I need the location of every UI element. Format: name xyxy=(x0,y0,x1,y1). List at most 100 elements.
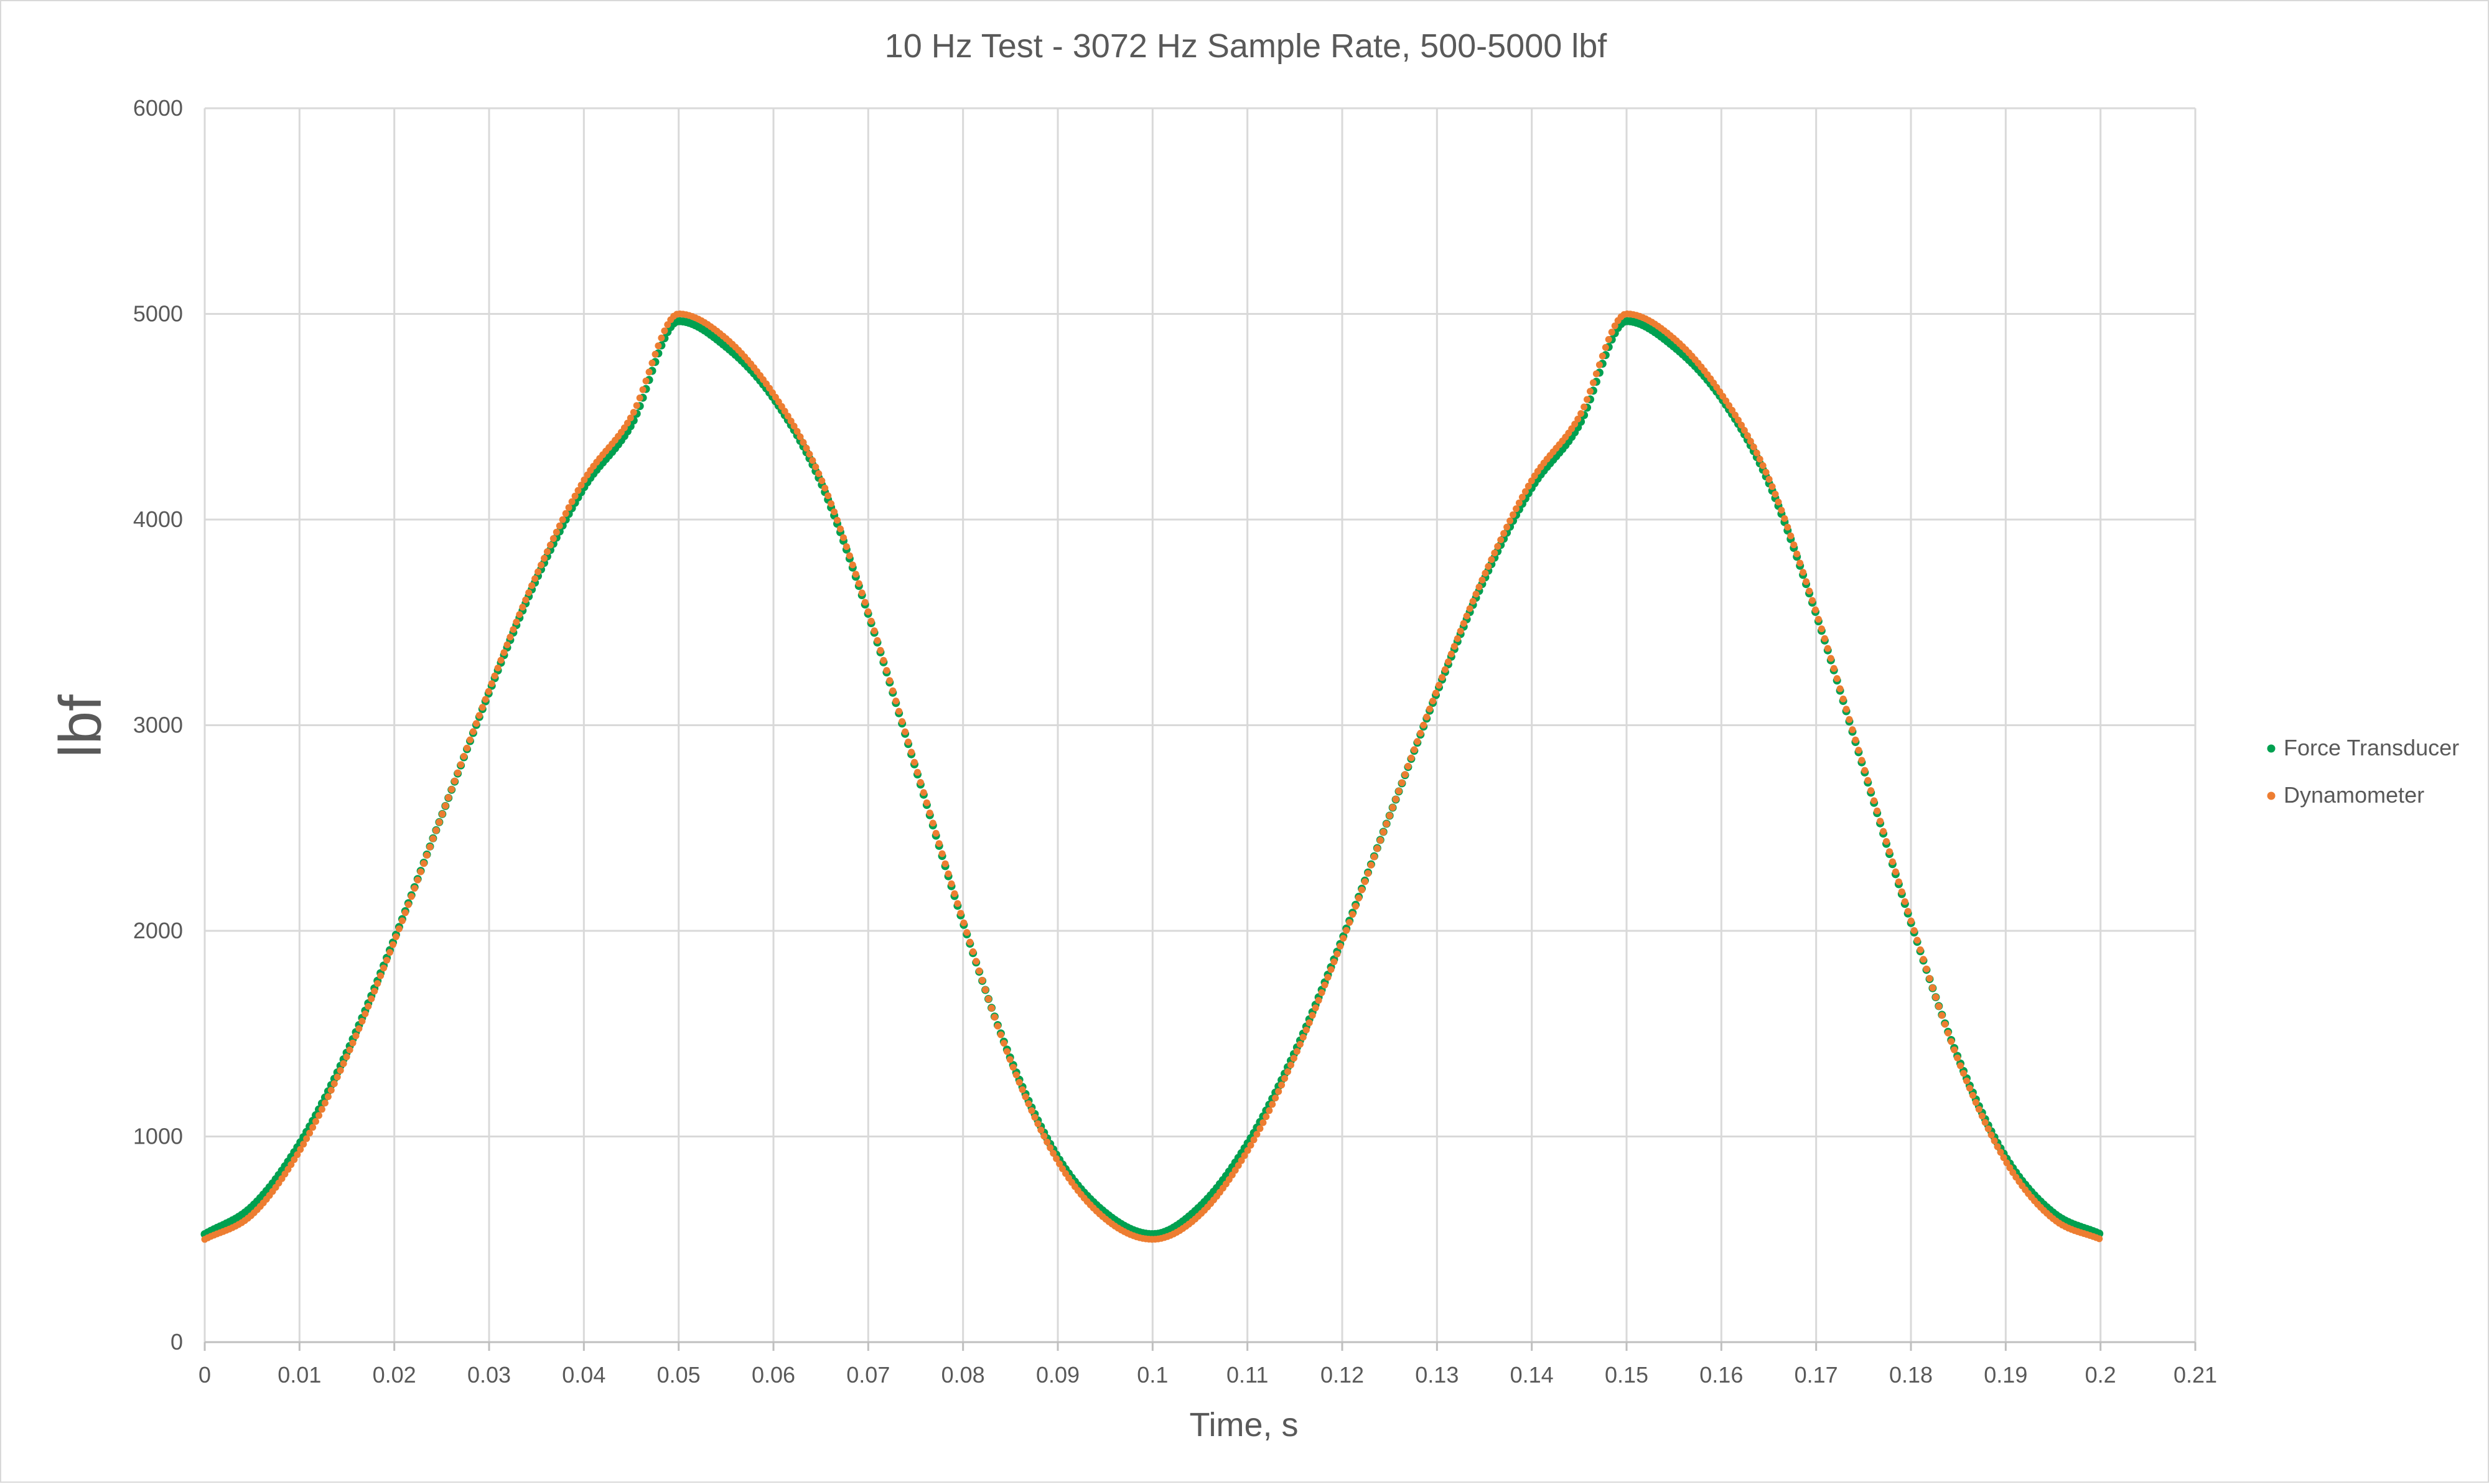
data-point xyxy=(1016,1079,1023,1086)
data-point xyxy=(1408,754,1415,762)
data-point xyxy=(966,938,974,946)
data-point xyxy=(507,633,514,641)
data-point xyxy=(1886,848,1893,856)
data-point xyxy=(1744,432,1751,439)
x-tick-label: 0.18 xyxy=(1889,1362,1933,1388)
data-point xyxy=(877,646,884,654)
data-point xyxy=(1941,1020,1949,1028)
data-point xyxy=(491,672,498,679)
data-point xyxy=(1842,706,1850,713)
data-point xyxy=(1874,807,1881,814)
x-tick-label: 0.2 xyxy=(2085,1362,2116,1388)
data-point xyxy=(1414,738,1421,745)
data-point xyxy=(1605,336,1612,343)
data-point xyxy=(343,1053,350,1060)
data-point xyxy=(510,626,517,633)
x-tick-label: 0.14 xyxy=(1510,1362,1554,1388)
data-point xyxy=(1361,878,1368,885)
data-point xyxy=(1296,1040,1304,1048)
data-point xyxy=(426,843,434,851)
data-point xyxy=(1735,416,1742,424)
data-point xyxy=(390,941,396,948)
data-point xyxy=(1290,1055,1297,1062)
data-point xyxy=(1525,482,1532,490)
x-tick-label: 0.07 xyxy=(846,1362,890,1388)
data-point xyxy=(852,571,859,578)
data-point xyxy=(1275,1088,1282,1095)
data-point xyxy=(1571,421,1579,428)
x-tick-label: 0.06 xyxy=(752,1362,795,1388)
data-point xyxy=(1784,523,1791,531)
data-point xyxy=(1574,416,1582,422)
data-point xyxy=(658,334,665,342)
data-point xyxy=(442,802,449,810)
data-point xyxy=(327,1086,335,1094)
data-point xyxy=(1003,1048,1011,1055)
data-point xyxy=(1849,726,1856,734)
data-point xyxy=(911,758,918,766)
data-point xyxy=(991,1014,998,1021)
data-point xyxy=(926,810,933,817)
data-point xyxy=(1917,946,1924,953)
data-point xyxy=(1250,1136,1258,1144)
data-point xyxy=(994,1022,1001,1030)
data-point xyxy=(923,799,930,806)
data-point xyxy=(1775,498,1782,506)
x-tick-label: 0.1 xyxy=(1137,1362,1168,1388)
data-point xyxy=(945,870,952,877)
data-point xyxy=(1861,767,1869,774)
data-point xyxy=(1358,886,1365,894)
data-point xyxy=(800,439,807,446)
data-point xyxy=(392,933,399,940)
data-point xyxy=(1436,681,1442,689)
data-point xyxy=(895,707,903,715)
data-point xyxy=(1441,666,1449,673)
data-point xyxy=(1450,643,1458,650)
data-point xyxy=(1395,787,1403,795)
data-point xyxy=(386,949,393,956)
data-point xyxy=(846,552,853,559)
data-point xyxy=(1235,1162,1242,1169)
data-point xyxy=(1370,853,1378,861)
data-point xyxy=(1963,1077,1970,1085)
data-point xyxy=(899,718,906,726)
data-point xyxy=(1238,1157,1245,1164)
data-point xyxy=(645,368,653,376)
tick-labels: 0 1000 2000 3000 4000 5000 6000 0 0.01 0.02 0.03 0.… xyxy=(133,95,2217,1388)
y-tick-label: 4000 xyxy=(133,506,183,532)
data-point xyxy=(1895,878,1902,885)
data-point xyxy=(541,554,548,562)
data-point xyxy=(488,680,495,688)
data-point xyxy=(303,1135,311,1142)
data-point xyxy=(1772,490,1779,498)
data-point xyxy=(1839,695,1847,702)
data-point xyxy=(355,1025,363,1032)
data-point xyxy=(1506,517,1514,525)
x-tick-label: 0.05 xyxy=(657,1362,701,1388)
data-point xyxy=(500,649,508,656)
data-point xyxy=(1951,1046,1958,1053)
data-point xyxy=(1577,410,1585,418)
data-point xyxy=(1383,820,1390,828)
data-point xyxy=(1022,1093,1029,1101)
data-point xyxy=(1439,674,1445,681)
data-point xyxy=(1581,403,1588,411)
data-point xyxy=(1923,965,1930,973)
data-point xyxy=(1281,1075,1289,1082)
data-point xyxy=(571,492,579,500)
data-point xyxy=(1528,477,1535,485)
data-point xyxy=(861,599,869,606)
data-point xyxy=(1457,627,1464,635)
data-point xyxy=(1044,1138,1051,1146)
data-point xyxy=(1269,1101,1276,1108)
data-point xyxy=(1969,1091,1976,1099)
data-point xyxy=(1589,379,1597,386)
data-point xyxy=(886,677,894,684)
data-point xyxy=(1411,746,1418,754)
y-tick-label: 2000 xyxy=(133,918,183,943)
data-point xyxy=(297,1146,304,1153)
data-point xyxy=(902,728,909,735)
data-point xyxy=(411,885,418,892)
data-point xyxy=(374,980,381,987)
data-point xyxy=(824,492,832,500)
